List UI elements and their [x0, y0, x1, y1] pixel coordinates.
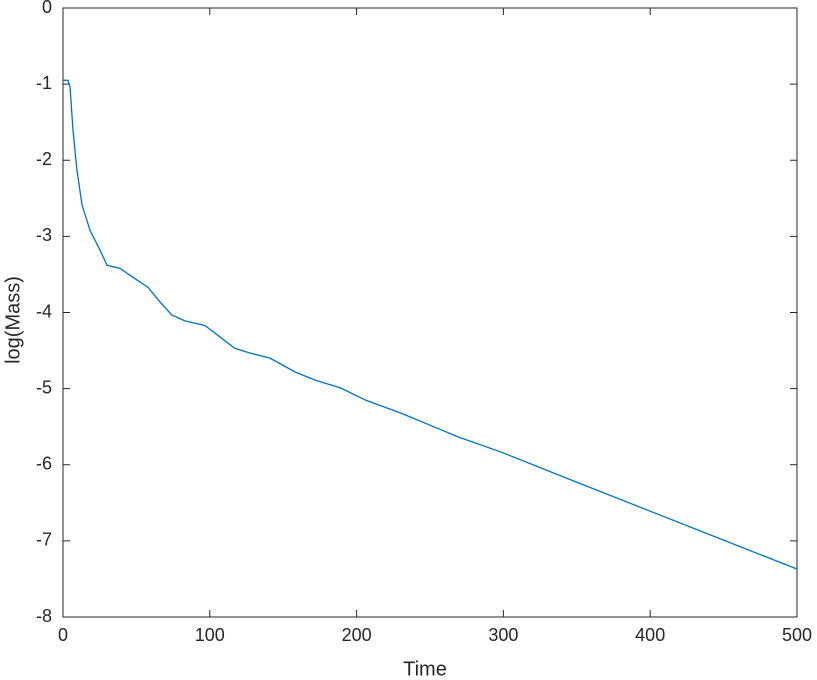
y-tick-label: -5 [36, 377, 52, 397]
data-line [63, 79, 798, 570]
plot-area [62, 7, 798, 618]
x-tick-label: 300 [488, 625, 518, 645]
x-tick-label: 500 [782, 625, 812, 645]
y-tick-label: -7 [36, 530, 52, 550]
x-tick-label: 100 [195, 625, 225, 645]
x-tick-label: 0 [58, 625, 68, 645]
y-tick-label: -8 [36, 606, 52, 626]
x-tick-label: 400 [635, 625, 665, 645]
y-tick-label: -3 [36, 225, 52, 245]
x-axis-label: Time [403, 658, 447, 680]
y-axis-label: log(Mass) [2, 276, 24, 364]
y-tick-label: 0 [42, 0, 52, 17]
y-tick-label: -1 [36, 73, 52, 93]
y-tick-label: -6 [36, 454, 52, 474]
x-tick-label: 200 [342, 625, 372, 645]
y-tick-label: -2 [36, 149, 52, 169]
y-tick-label: -4 [36, 301, 52, 321]
